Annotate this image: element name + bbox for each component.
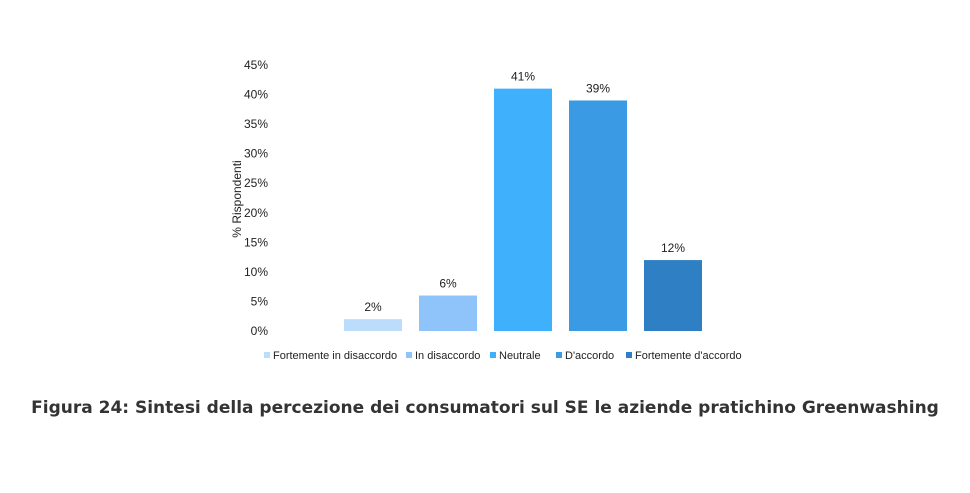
legend-item-2: In disaccordo xyxy=(406,350,480,362)
data-label-5: 12% xyxy=(661,241,685,255)
y-tick-label: 40% xyxy=(244,88,268,102)
data-label-3: 41% xyxy=(511,70,535,84)
legend-label: In disaccordo xyxy=(415,350,480,362)
figure-caption: Figura 24: Sintesi della percezione dei … xyxy=(31,398,939,418)
legend-swatch xyxy=(264,352,270,358)
legend-swatch xyxy=(490,352,496,358)
y-tick-label: 30% xyxy=(244,147,268,161)
legend-item-5: Fortemente d'accordo xyxy=(626,350,742,362)
y-axis-label: % Rispondenti xyxy=(230,160,244,237)
y-tick-label: 25% xyxy=(244,176,268,190)
bar-5 xyxy=(644,260,702,331)
legend-label: Neutrale xyxy=(499,350,541,362)
bar-3 xyxy=(494,88,552,332)
legend-swatch xyxy=(626,352,632,358)
legend-label: D'accordo xyxy=(565,350,614,362)
y-tick-label: 5% xyxy=(251,294,269,308)
bar-4 xyxy=(569,100,627,331)
data-label-1: 2% xyxy=(364,300,382,314)
bar-2 xyxy=(419,295,477,331)
y-tick-label: 45% xyxy=(244,58,268,72)
y-tick-label: 0% xyxy=(251,324,269,338)
y-tick-label: 10% xyxy=(244,265,268,279)
legend-item-3: Neutrale xyxy=(490,350,541,362)
legend-item-4: D'accordo xyxy=(556,350,614,362)
bar-chart: 0% 5% 10% 15% 20% 25% 30% 35% 40% 45% % Risponden… xyxy=(230,58,742,362)
y-tick-label: 20% xyxy=(244,206,268,220)
legend-swatch xyxy=(406,352,412,358)
data-label-4: 39% xyxy=(586,81,610,95)
data-label-2: 6% xyxy=(439,277,457,291)
legend-label: Fortemente d'accordo xyxy=(635,350,742,362)
y-axis-ticks: 0% 5% 10% 15% 20% 25% 30% 35% 40% 45% xyxy=(244,58,268,338)
bars xyxy=(344,88,702,332)
bar-1 xyxy=(344,319,402,331)
legend: Fortemente in disaccordo In disaccordo Neu… xyxy=(264,350,742,362)
y-tick-label: 15% xyxy=(244,235,268,249)
legend-swatch xyxy=(556,352,562,358)
y-tick-label: 35% xyxy=(244,117,268,131)
legend-label: Fortemente in disaccordo xyxy=(273,350,397,362)
legend-item-1: Fortemente in disaccordo xyxy=(264,350,397,362)
data-labels: 2% 6% 41% 39% 12% xyxy=(364,70,685,315)
